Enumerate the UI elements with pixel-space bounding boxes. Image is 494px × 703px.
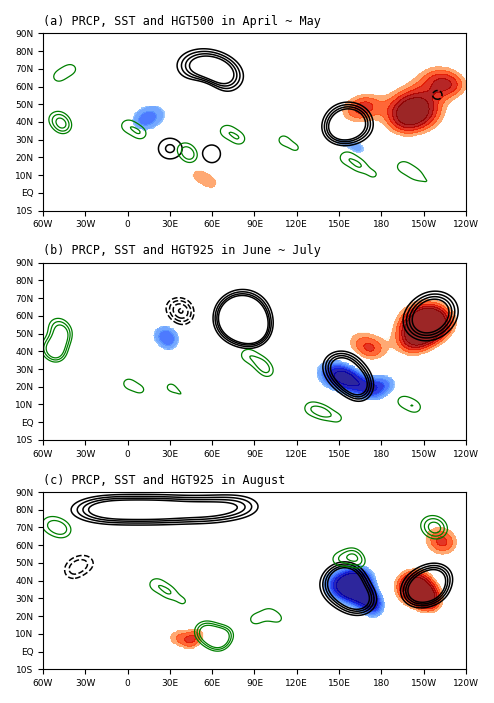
Text: (a) PRCP, SST and HGT500 in April ~ May: (a) PRCP, SST and HGT500 in April ~ May bbox=[43, 15, 321, 28]
Text: (c) PRCP, SST and HGT925 in August: (c) PRCP, SST and HGT925 in August bbox=[43, 474, 285, 486]
Text: (b) PRCP, SST and HGT925 in June ~ July: (b) PRCP, SST and HGT925 in June ~ July bbox=[43, 245, 321, 257]
